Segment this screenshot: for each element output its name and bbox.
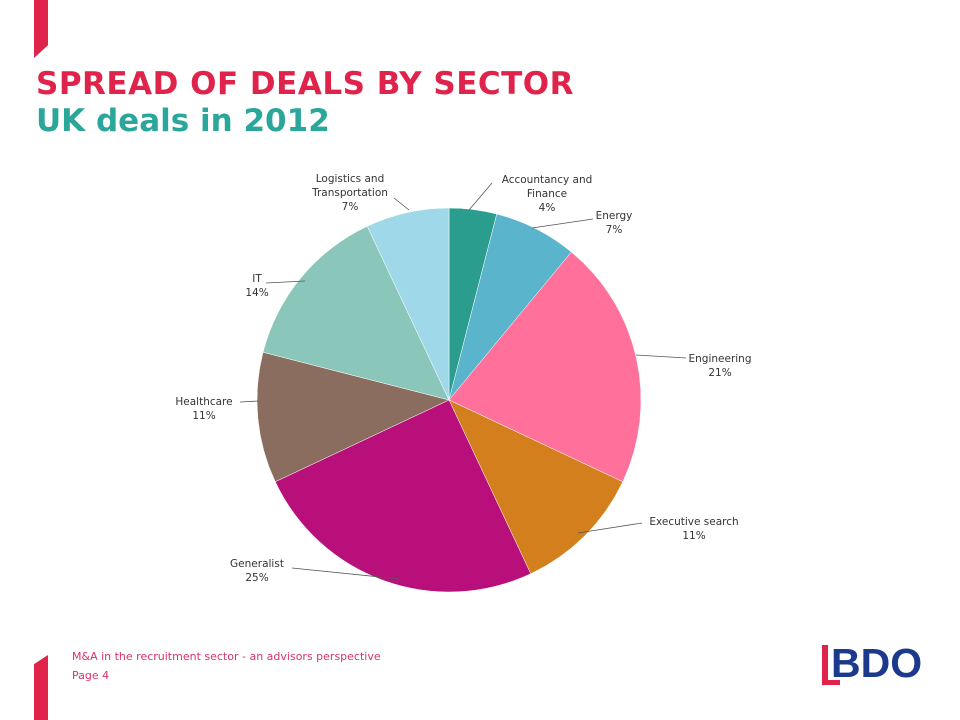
accent-bar-bottom xyxy=(34,655,48,720)
pie-slice-it xyxy=(262,225,450,401)
logo-text: BDO xyxy=(831,640,923,686)
pie-slice-healthcare xyxy=(256,351,450,483)
bdo-logo: BDO xyxy=(822,641,930,687)
slice-label-generalist: Generalist 25% xyxy=(230,558,284,584)
pie-slice-executive-search xyxy=(448,399,624,575)
leader-line-executive-search xyxy=(577,522,643,534)
page-subtitle: UK deals in 2012 xyxy=(36,103,330,139)
slice-label-it: IT 14% xyxy=(245,273,268,299)
accent-bar-top xyxy=(34,0,48,58)
logo-bracket-icon xyxy=(822,645,840,685)
slice-label-healthcare: Healthcare 11% xyxy=(175,396,232,422)
footer-caption: M&A in the recruitment sector - an advis… xyxy=(72,650,381,663)
slice-label-engineering: Engineering 21% xyxy=(689,353,752,379)
page-title: SPREAD OF DEALS BY SECTOR xyxy=(36,66,575,102)
leader-line-generalist xyxy=(291,567,401,580)
leader-line-energy xyxy=(531,218,594,229)
page-number: Page 4 xyxy=(72,669,110,682)
leader-line-engineering xyxy=(635,354,687,359)
leader-line-accountancy-and-finance xyxy=(468,182,493,211)
leader-line-logistics-and-transportation xyxy=(393,197,410,211)
pie-slice-generalist xyxy=(274,399,532,593)
slice-label-energy: Energy 7% xyxy=(596,210,633,236)
pie-slice-engineering xyxy=(448,251,642,483)
pie-slice-logistics-and-transportation xyxy=(366,207,450,401)
slice-label-executive-search: Executive search 11% xyxy=(649,516,738,542)
slice-label-accountancy-and-finance: Accountancy and Finance 4% xyxy=(502,174,593,214)
leader-line-healthcare xyxy=(239,400,259,403)
leader-line-it xyxy=(265,280,306,284)
slice-label-logistics-and-transportation: Logistics and Transportation 7% xyxy=(311,173,388,213)
